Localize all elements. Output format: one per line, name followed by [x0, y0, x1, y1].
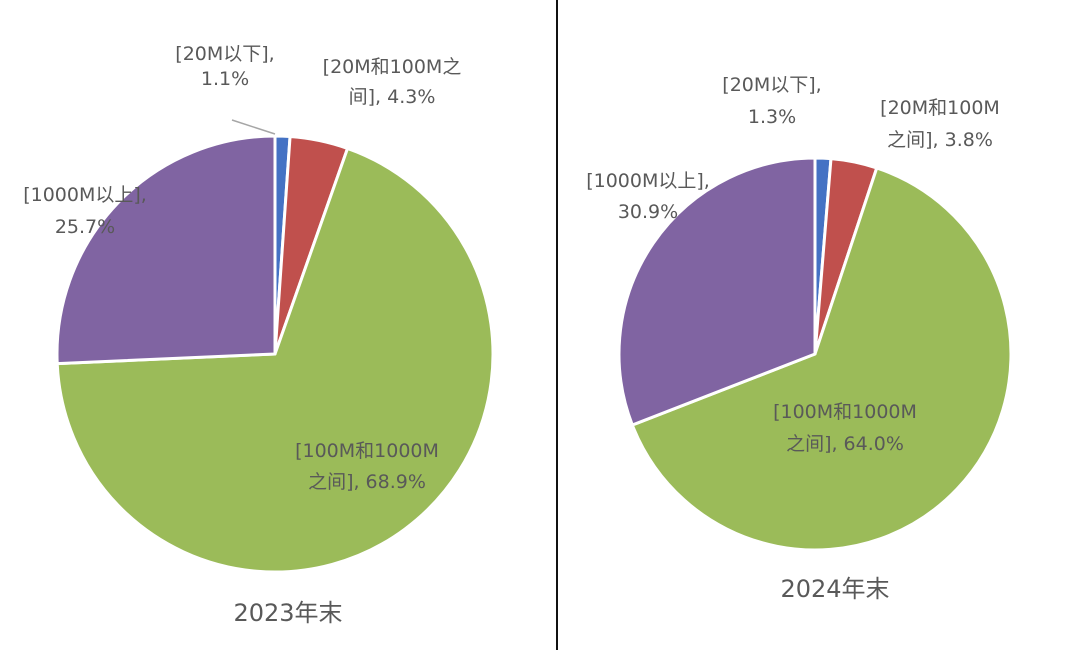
pie-slice-2023-100m-1000m	[55, 146, 495, 574]
data-label-2023-20m-below: [20M以下], 1.1%	[175, 43, 274, 90]
pie-slice-2024-100m-1000m	[630, 166, 1013, 552]
data-label-2023-20m-100m: [20M和100M之间], 4.3%	[323, 56, 462, 108]
data-label-2023-100m-1000m: [100M和1000M 之间], 68.9%	[295, 440, 439, 493]
leader-line-2023	[231, 119, 276, 135]
pie-slice-2024-1000m-above	[617, 156, 817, 427]
chart-caption-2024: 2024年末	[780, 575, 889, 603]
chart-caption-2023: 2023年末	[233, 599, 342, 627]
data-label-2024-100m-1000m: [100M和1000M 之间], 64.0%	[773, 401, 917, 455]
data-label-2023-1000m-above: [1000M以上], 25.7%	[23, 184, 147, 238]
panel-divider	[556, 0, 558, 650]
data-label-2024-1000m-above: [1000M以上], 30.9%	[586, 170, 710, 223]
data-label-2024-20m-below: [20M以下], 1.3%	[722, 74, 821, 128]
data-label-2024-20m-100m: [20M和100M 之间], 3.8%	[880, 97, 1000, 151]
pie-slice-2023-1000m-above	[55, 134, 277, 366]
